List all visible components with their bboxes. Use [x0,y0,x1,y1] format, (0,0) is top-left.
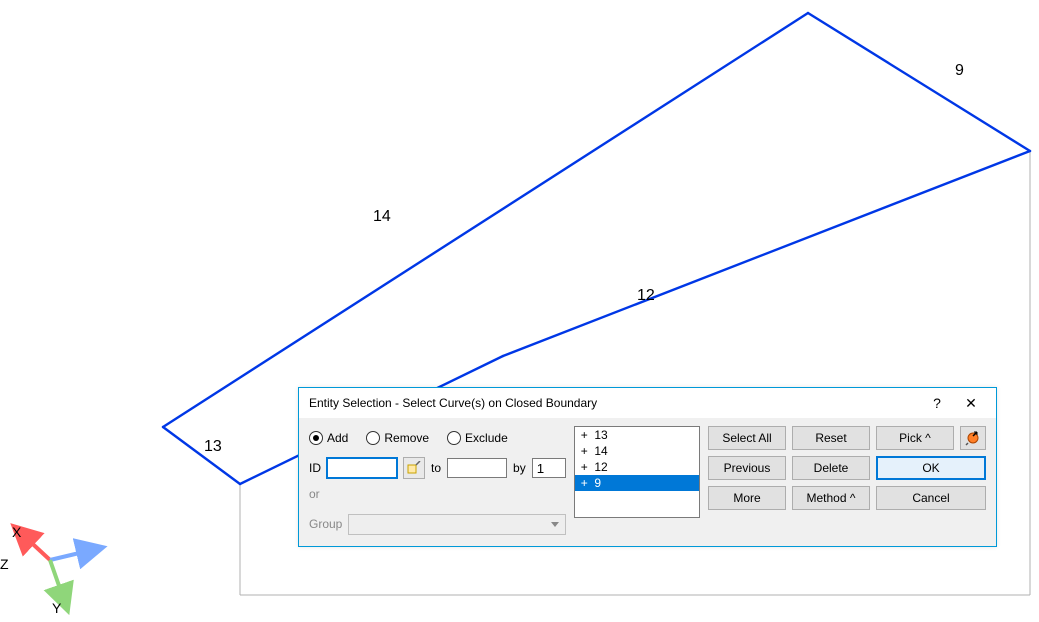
radio-remove[interactable]: Remove [366,431,429,445]
axis-label: Y [52,600,61,616]
mode-radio-group: Add Remove Exclude [309,426,566,450]
more-button[interactable]: More [708,486,786,510]
delete-button[interactable]: Delete [792,456,870,480]
group-combo[interactable] [348,514,565,535]
pick-button[interactable]: Pick ^ [876,426,954,450]
radio-add-label: Add [327,431,348,445]
radio-dot-icon [447,431,461,445]
reset-button[interactable]: Reset [792,426,870,450]
curve-label: 12 [637,287,655,305]
curve-label: 13 [204,438,222,456]
radio-dot-icon [309,431,323,445]
axis-label: Z [0,556,9,572]
by-input[interactable] [532,458,566,478]
method-button[interactable]: Method ^ [792,486,870,510]
selection-listbox[interactable]: + 13+ 14+ 12+ 9 [574,426,700,518]
or-label: or [309,487,320,501]
list-item[interactable]: + 12 [575,459,699,475]
highlight-icon [965,430,981,446]
radio-exclude-label: Exclude [465,431,508,445]
list-item[interactable]: + 13 [575,427,699,443]
close-button[interactable]: ✕ [954,395,988,412]
list-item[interactable]: + 14 [575,443,699,459]
entity-selection-dialog: Entity Selection - Select Curve(s) on Cl… [298,387,997,547]
id-label: ID [309,461,321,475]
axis-label: X [12,524,21,540]
dialog-title-text: Entity Selection - Select Curve(s) on Cl… [309,396,920,410]
list-item[interactable]: + 9 [575,475,699,491]
id-picker-button[interactable] [403,457,425,479]
to-input[interactable] [447,458,507,478]
highlight-toggle-button[interactable] [960,426,986,450]
curve-label: 9 [955,62,964,80]
help-button[interactable]: ? [920,395,954,411]
id-input[interactable] [327,458,397,478]
radio-dot-icon [366,431,380,445]
select-all-button[interactable]: Select All [708,426,786,450]
axis-triad [22,534,92,600]
to-label: to [431,461,441,475]
cancel-button[interactable]: Cancel [876,486,986,510]
by-label: by [513,461,526,475]
previous-button[interactable]: Previous [708,456,786,480]
radio-add[interactable]: Add [309,431,348,445]
radio-exclude[interactable]: Exclude [447,431,508,445]
curve-label: 14 [373,208,391,226]
dialog-titlebar[interactable]: Entity Selection - Select Curve(s) on Cl… [299,388,996,418]
group-label: Group [309,517,342,531]
radio-remove-label: Remove [384,431,429,445]
picker-icon [407,461,421,475]
ok-button[interactable]: OK [876,456,986,480]
